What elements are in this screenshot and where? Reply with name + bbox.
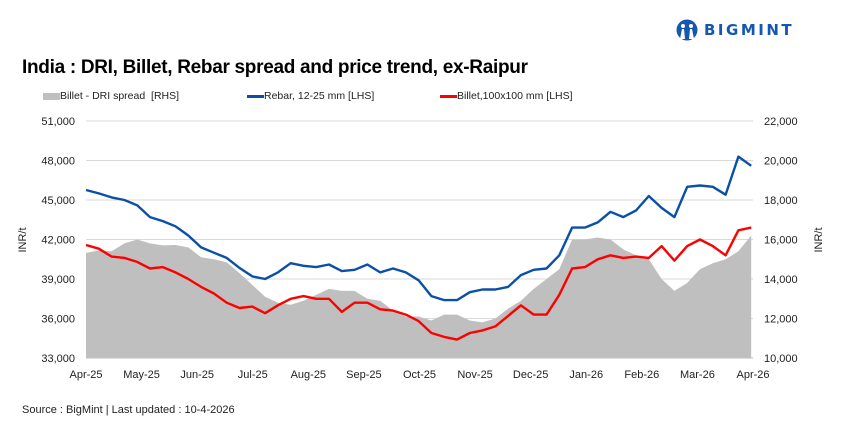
x-tick: Jun-25 (180, 369, 214, 381)
legend-label-billet: Billet,100x100 mm [LHS] (457, 90, 573, 102)
y-tick-left: 48,000 (41, 156, 75, 168)
series-line-rebar (85, 155, 752, 302)
y-axis-label-left: INR/t (17, 227, 29, 252)
x-tick: Sep-25 (346, 369, 381, 381)
bigmint-logo-text: BIGMINT (704, 21, 795, 39)
series-line-billet (85, 226, 752, 341)
x-tick: Nov-25 (457, 369, 492, 381)
x-tick: Feb-26 (624, 369, 659, 381)
legend-swatch-spread (43, 92, 60, 100)
legend-swatch-rebar (247, 94, 264, 98)
bigmint-logo-icon (676, 19, 698, 41)
y-tick-right: 20,000 (764, 156, 798, 168)
x-tick: Apr-26 (736, 369, 769, 381)
y-tick-right: 22,000 (764, 116, 798, 128)
y-tick-right: 12,000 (764, 314, 798, 326)
x-tick: Oct-25 (403, 369, 436, 381)
y-axis-label-right: INR/t (813, 227, 825, 252)
legend-item-rebar: Rebar, 12-25 mm [LHS] (247, 90, 374, 102)
bigmint-logo: BIGMINT (676, 19, 794, 41)
y-tick-left: 39,000 (41, 274, 75, 286)
x-tick: Jan-26 (569, 369, 603, 381)
legend-item-spread: Billet - DRI spread [RHS] (43, 90, 179, 102)
y-tick-right: 10,000 (764, 353, 798, 365)
source-note: Source : BigMint | Last updated : 10-4-2… (22, 404, 235, 416)
x-tick: Jul-25 (238, 369, 268, 381)
x-tick: May-25 (123, 369, 160, 381)
y-tick-left: 42,000 (41, 235, 75, 247)
legend-item-billet: Billet,100x100 mm [LHS] (440, 90, 573, 102)
y-tick-left: 36,000 (41, 314, 75, 326)
y-tick-right: 14,000 (764, 274, 798, 286)
y-tick-left: 51,000 (41, 116, 75, 128)
x-tick: Aug-25 (291, 369, 326, 381)
chart-title: India : DRI, Billet, Rebar spread and pr… (22, 57, 528, 78)
legend-label-rebar: Rebar, 12-25 mm [LHS] (264, 90, 375, 102)
y-tick-left: 45,000 (41, 195, 75, 207)
y-tick-left: 33,000 (41, 353, 75, 365)
x-tick: Apr-25 (69, 369, 102, 381)
x-tick: Dec-25 (513, 369, 548, 381)
y-tick-right: 18,000 (764, 195, 798, 207)
y-tick-right: 16,000 (764, 235, 798, 247)
x-tick: Mar-26 (680, 369, 715, 381)
legend-swatch-billet (440, 94, 457, 98)
legend-label-spread: Billet - DRI spread [RHS] (60, 90, 180, 102)
